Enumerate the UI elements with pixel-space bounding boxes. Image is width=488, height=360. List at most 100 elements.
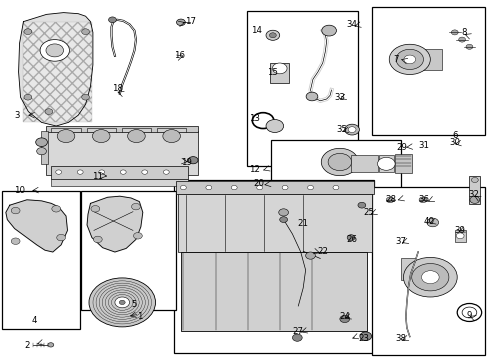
FancyBboxPatch shape (271, 140, 400, 216)
Polygon shape (6, 200, 67, 252)
Text: 17: 17 (185, 17, 196, 26)
Bar (181, 252, 366, 331)
Circle shape (359, 332, 371, 341)
Circle shape (11, 207, 20, 214)
Circle shape (256, 185, 262, 190)
Text: 34: 34 (346, 20, 357, 29)
FancyBboxPatch shape (2, 191, 80, 329)
Text: 37: 37 (395, 237, 406, 246)
Circle shape (377, 157, 394, 170)
Bar (23, 22, 92, 122)
Circle shape (57, 234, 65, 241)
Text: 16: 16 (174, 51, 185, 60)
Circle shape (89, 278, 155, 327)
Text: 25: 25 (363, 208, 374, 217)
Text: 38: 38 (395, 334, 406, 343)
Circle shape (115, 297, 129, 308)
FancyBboxPatch shape (246, 11, 358, 166)
Circle shape (421, 271, 438, 284)
Circle shape (24, 94, 32, 100)
Bar (468, 176, 479, 204)
Text: 6: 6 (451, 131, 457, 140)
Text: 9: 9 (466, 310, 471, 320)
Circle shape (180, 185, 186, 190)
Circle shape (24, 29, 32, 35)
Circle shape (470, 177, 477, 183)
Circle shape (11, 238, 20, 244)
Text: 3: 3 (14, 111, 20, 120)
Circle shape (46, 44, 63, 57)
Bar (350, 155, 377, 172)
Circle shape (403, 55, 415, 64)
Circle shape (56, 170, 61, 174)
Bar (417, 49, 441, 70)
Bar (269, 63, 289, 83)
Circle shape (91, 206, 100, 212)
Text: 20: 20 (253, 179, 264, 188)
Circle shape (205, 185, 211, 190)
Text: 18: 18 (112, 84, 122, 93)
Circle shape (188, 157, 198, 164)
Circle shape (455, 233, 463, 239)
Circle shape (347, 127, 355, 132)
Circle shape (127, 130, 145, 143)
FancyBboxPatch shape (173, 180, 373, 353)
Circle shape (395, 49, 423, 69)
Text: 26: 26 (346, 235, 357, 244)
Circle shape (163, 170, 169, 174)
Circle shape (426, 218, 438, 227)
Text: 33: 33 (334, 93, 345, 102)
Circle shape (346, 235, 354, 240)
Text: 30: 30 (448, 138, 459, 147)
Circle shape (45, 109, 53, 114)
Circle shape (119, 300, 125, 305)
Bar (46, 131, 198, 175)
Circle shape (339, 315, 349, 323)
Bar (178, 194, 371, 252)
Circle shape (332, 185, 338, 190)
Text: 2: 2 (24, 341, 30, 350)
Circle shape (469, 196, 479, 203)
Text: 31: 31 (418, 141, 428, 150)
Circle shape (269, 33, 276, 38)
Circle shape (77, 170, 83, 174)
Circle shape (99, 170, 104, 174)
Text: 23: 23 (358, 334, 369, 343)
Bar (122, 128, 151, 132)
Polygon shape (19, 13, 93, 126)
Circle shape (52, 206, 61, 212)
Circle shape (131, 203, 140, 210)
Circle shape (163, 130, 180, 143)
Circle shape (120, 170, 126, 174)
Bar (51, 128, 81, 132)
Circle shape (450, 30, 457, 35)
Circle shape (321, 25, 336, 36)
Circle shape (386, 197, 393, 203)
Text: 19: 19 (181, 158, 192, 166)
Circle shape (282, 185, 287, 190)
Bar (86, 128, 116, 132)
Circle shape (37, 148, 46, 155)
Circle shape (418, 197, 426, 203)
Circle shape (272, 63, 286, 74)
Bar (51, 166, 188, 179)
FancyBboxPatch shape (81, 191, 176, 310)
Bar (454, 230, 465, 242)
Text: 27: 27 (292, 327, 303, 336)
Circle shape (327, 153, 351, 171)
Circle shape (388, 44, 429, 75)
Text: 15: 15 (266, 68, 277, 77)
Text: 28: 28 (385, 195, 396, 204)
Bar (394, 154, 411, 173)
Circle shape (48, 343, 54, 347)
Circle shape (411, 264, 448, 291)
Text: 7: 7 (392, 55, 398, 64)
Text: 39: 39 (453, 226, 464, 235)
Circle shape (176, 19, 185, 26)
Circle shape (231, 185, 237, 190)
Text: 10: 10 (14, 186, 25, 195)
Text: 29: 29 (396, 143, 407, 152)
Text: 11: 11 (92, 172, 103, 181)
Bar (176, 181, 373, 194)
Bar (400, 258, 414, 280)
